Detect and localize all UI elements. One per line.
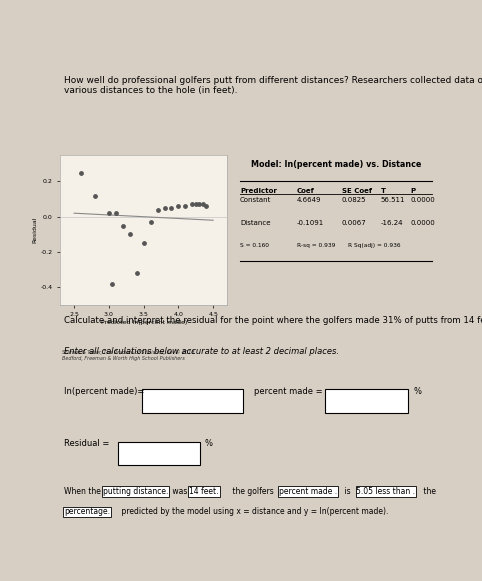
Text: -0.1091: -0.1091 (297, 220, 324, 226)
Text: 14 feet.: 14 feet. (189, 487, 219, 496)
Text: Coef: Coef (297, 188, 314, 194)
X-axis label: Predicted In(percent made): Predicted In(percent made) (101, 320, 187, 325)
Point (188, 200, 196, 209)
Text: Constant: Constant (240, 197, 271, 203)
Text: SE Coef: SE Coef (342, 188, 372, 194)
Text: 0.0000: 0.0000 (410, 220, 435, 226)
Y-axis label: Residual: Residual (33, 217, 38, 243)
Text: S = 0.160: S = 0.160 (240, 243, 269, 249)
Point (147, 217, 154, 227)
Text: the: the (421, 487, 436, 496)
Text: is: is (342, 487, 353, 496)
Point (182, 202, 189, 211)
Point (195, 200, 203, 209)
FancyBboxPatch shape (143, 389, 243, 413)
Text: Enter all calculations below accurate to at least 2 decimal places.: Enter all calculations below accurate to… (64, 347, 339, 356)
Text: R Sq(adj) = 0.936: R Sq(adj) = 0.936 (348, 243, 400, 249)
Text: percent made .: percent made . (279, 487, 337, 496)
Point (161, 203, 168, 213)
Point (174, 202, 182, 211)
Point (133, 268, 141, 278)
Text: Predictor: Predictor (240, 188, 277, 194)
Text: P: P (410, 188, 415, 194)
Point (126, 229, 134, 239)
Point (119, 221, 127, 230)
Point (202, 202, 210, 211)
Point (112, 209, 120, 218)
Point (140, 239, 147, 248)
Text: Starnes & Tabor, The Practice of Statistics, 6e. © 2018
Bedford, Freeman & Worth: Starnes & Tabor, The Practice of Statist… (62, 350, 194, 361)
Text: When the: When the (64, 487, 103, 496)
Text: 0.0825: 0.0825 (342, 197, 366, 203)
Text: the golfers: the golfers (230, 487, 276, 496)
Text: Distance: Distance (240, 220, 270, 226)
Point (192, 200, 200, 209)
Text: percent made =: percent made = (254, 386, 323, 396)
FancyBboxPatch shape (325, 389, 408, 413)
Text: putting distance.: putting distance. (103, 487, 169, 496)
Text: Residual =: Residual = (64, 439, 109, 448)
Point (168, 203, 175, 213)
Point (77, 168, 85, 177)
Text: percentage.: percentage. (64, 507, 110, 517)
Text: T: T (381, 188, 386, 194)
Text: %: % (204, 439, 212, 448)
Point (105, 209, 113, 218)
Text: 56.511: 56.511 (381, 197, 405, 203)
Text: In(percent made)=: In(percent made)= (64, 386, 145, 396)
Point (91, 191, 99, 200)
Text: Calculate and interpret the residual for the point where the golfers made 31% of: Calculate and interpret the residual for… (64, 316, 482, 325)
Text: 0.0000: 0.0000 (410, 197, 435, 203)
Text: -16.24: -16.24 (381, 220, 403, 226)
Text: %: % (413, 386, 421, 396)
FancyBboxPatch shape (118, 442, 201, 465)
Point (154, 205, 161, 214)
Text: How well do professional golfers putt from different distances? Researchers coll: How well do professional golfers putt fr… (64, 76, 482, 95)
Text: R-sq = 0.939: R-sq = 0.939 (297, 243, 335, 249)
Point (199, 200, 207, 209)
Text: predicted by the model using x = distance and y = In(percent made).: predicted by the model using x = distanc… (119, 507, 388, 517)
Text: 0.0067: 0.0067 (342, 220, 366, 226)
Text: Model: In(percent made) vs. Distance: Model: In(percent made) vs. Distance (251, 160, 421, 168)
Text: 5.05 less than .: 5.05 less than . (357, 487, 415, 496)
Text: 4.6649: 4.6649 (297, 197, 321, 203)
Point (108, 279, 116, 288)
Text: was: was (171, 487, 190, 496)
